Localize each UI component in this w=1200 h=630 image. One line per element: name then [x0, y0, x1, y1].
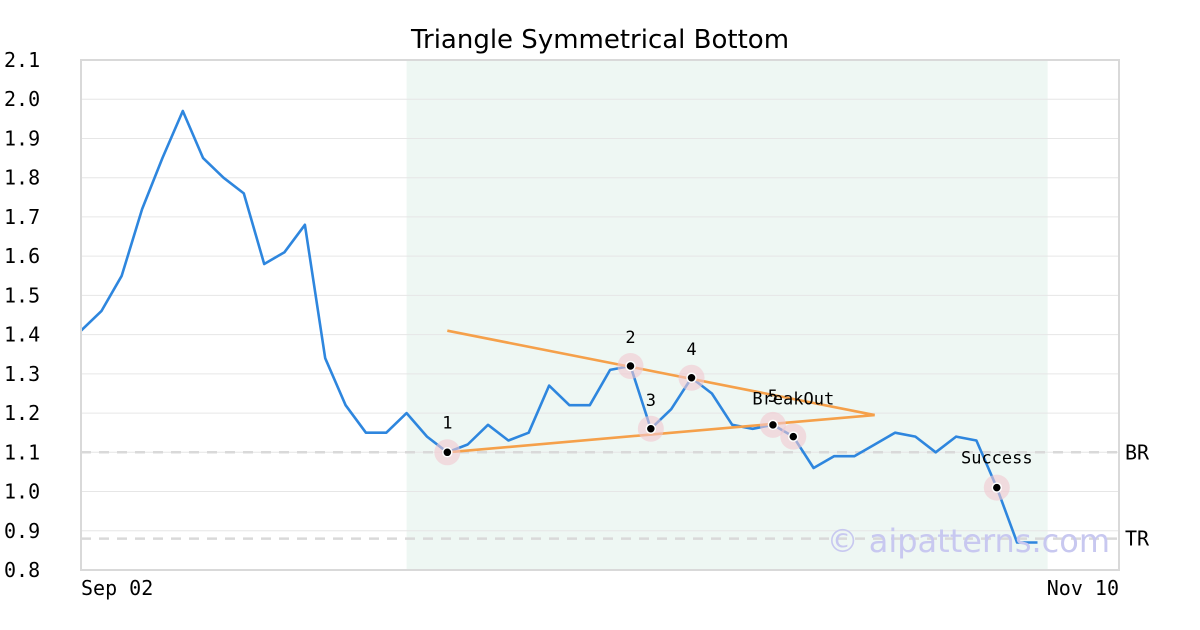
y-tick-label: 1.6	[4, 244, 40, 268]
point-marker-4	[686, 372, 697, 384]
point-label-breakout: BreakOut	[752, 390, 834, 410]
reference-label-br: BR	[1125, 440, 1150, 464]
plot-frame	[80, 59, 1120, 571]
y-tick-label: 1.7	[4, 205, 40, 229]
x-tick-label: Nov 10	[1047, 576, 1119, 600]
x-tick-label: Sep 02	[81, 576, 153, 600]
y-tick-label: 1.4	[4, 323, 40, 347]
point-marker-breakout	[788, 431, 799, 442]
y-tick-label: 2.0	[4, 87, 40, 111]
chart-title: Triangle Symmetrical Bottom	[410, 25, 789, 55]
y-tick-label: 0.9	[4, 519, 40, 543]
point-label-1: 1	[442, 413, 452, 433]
pattern-region	[406, 60, 1048, 570]
point-marker-1	[442, 447, 453, 458]
y-tick-label: 1.2	[4, 401, 40, 425]
y-tick-label: 1.0	[4, 480, 40, 504]
y-tick-label: 1.8	[4, 166, 40, 190]
point-marker-success	[991, 482, 1003, 493]
y-tick-label: 1.3	[4, 362, 40, 386]
y-tick-label: 1.1	[4, 440, 40, 464]
price-series-line	[80, 109, 1038, 544]
reference-label-tr: TR	[1125, 527, 1150, 551]
y-tick-label: 0.8	[4, 558, 40, 582]
point-label-2: 2	[625, 328, 635, 348]
point-label-4: 4	[686, 340, 696, 360]
y-tick-label: 1.9	[4, 126, 40, 150]
y-tick-label: 2.1	[4, 48, 40, 72]
point-label-success: Success	[961, 449, 1033, 469]
point-label-3: 3	[646, 391, 656, 411]
point-marker-3	[645, 423, 657, 435]
watermark: © aipatterns.com	[827, 522, 1110, 560]
y-tick-label: 1.5	[4, 283, 40, 307]
point-label-5: 5	[768, 387, 778, 407]
point-marker-5	[767, 419, 779, 431]
point-marker-2	[625, 360, 636, 372]
upper-trendline	[447, 329, 875, 417]
